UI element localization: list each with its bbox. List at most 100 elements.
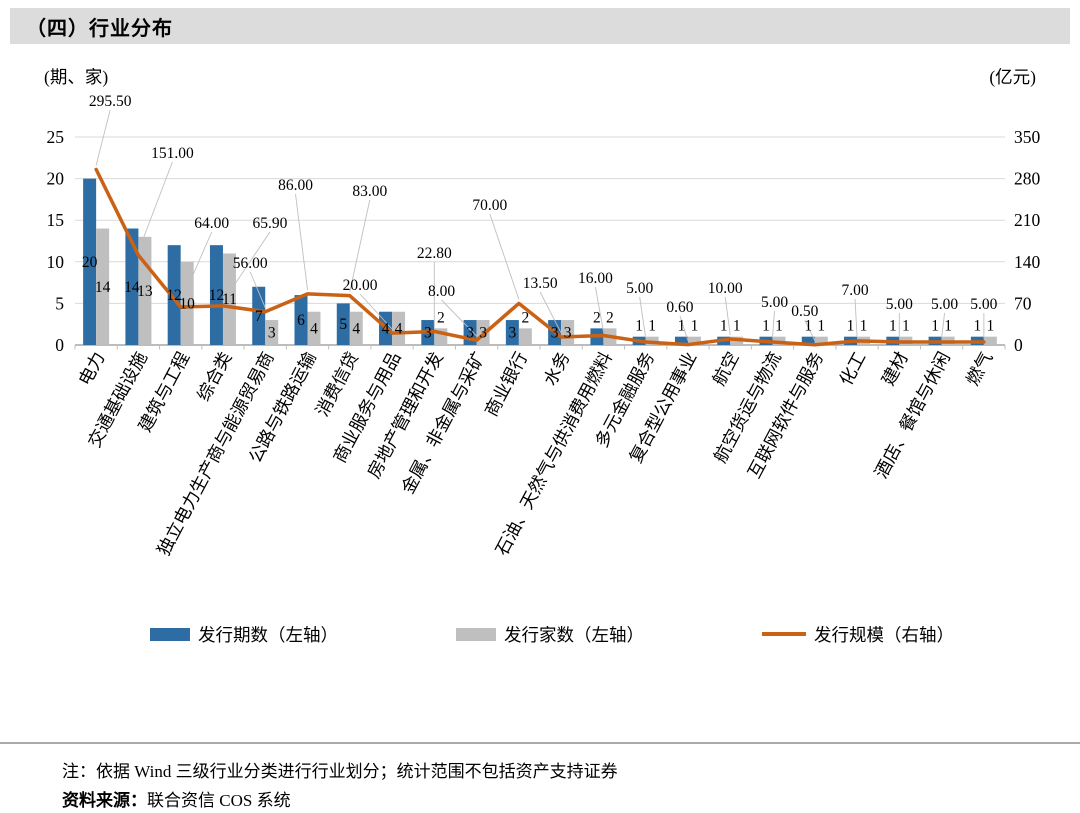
category-label: 航空	[709, 348, 743, 388]
label-leader-line	[539, 291, 562, 334]
issue-count-label: 1	[847, 318, 855, 335]
issuer-count-label: 1	[691, 318, 699, 335]
issuer-count-bar	[687, 336, 701, 345]
label-leader-line	[854, 298, 858, 337]
issuer-count-bar	[265, 320, 279, 345]
gray-bar-swatch-icon	[456, 627, 496, 641]
issuer-count-label: 1	[775, 318, 783, 335]
left-axis-tick-label: 20	[47, 169, 65, 189]
source-line: 资料来源：联合资信 COS 系统	[62, 786, 1080, 813]
issuer-count-label: 3	[564, 325, 572, 342]
issue-scale-label: 8.00	[428, 283, 455, 300]
issue-scale-label: 5.00	[886, 296, 913, 313]
right-axis-tick-label: 0	[1014, 335, 1023, 355]
issue-scale-label: 5.00	[761, 294, 788, 311]
issue-scale-label: 83.00	[352, 183, 387, 200]
left-axis-tick-label: 0	[55, 335, 64, 355]
source-label: 资料来源：	[62, 791, 147, 810]
issue-scale-label: 5.00	[970, 296, 997, 313]
legend-label: 发行期数（左轴）	[198, 624, 338, 645]
legend-item-issuer-count: 发行家数（左轴）	[456, 622, 644, 647]
issue-count-label: 4	[382, 320, 390, 337]
category-label: 化工	[835, 348, 869, 388]
issue-count-bar	[167, 245, 181, 345]
issuer-count-label: 2	[437, 309, 445, 326]
issuer-count-bar	[349, 311, 363, 345]
issue-count-label: 12	[209, 287, 225, 304]
issue-scale-label: 22.80	[417, 245, 452, 262]
issuer-count-label: 4	[352, 320, 360, 337]
issuer-count-bar	[96, 228, 110, 345]
issuer-count-bar	[180, 261, 194, 345]
issue-scale-label: 56.00	[233, 255, 268, 272]
right-axis-tick-label: 210	[1014, 210, 1041, 230]
label-leader-line	[137, 161, 173, 252]
issuer-count-label: 3	[268, 325, 276, 342]
issue-count-label: 1	[973, 318, 981, 335]
issue-scale-label: 13.50	[523, 275, 558, 292]
issue-count-bar	[674, 336, 688, 345]
issue-scale-label: 86.00	[278, 177, 313, 194]
label-leader-line	[489, 213, 520, 300]
issuer-count-label: 4	[395, 320, 403, 337]
issue-scale-label: 5.00	[931, 296, 958, 313]
issue-count-label: 7	[255, 308, 263, 325]
category-label: 燃气	[962, 348, 996, 388]
label-leader-line	[95, 109, 111, 166]
left-axis-tick-label: 25	[47, 127, 65, 147]
issue-scale-label: 5.00	[626, 280, 653, 297]
issue-count-label: 5	[339, 316, 347, 333]
issue-count-label: 20	[82, 254, 98, 271]
label-leader-line	[349, 199, 371, 292]
issuer-count-bar	[222, 253, 236, 345]
issuer-count-bar	[983, 336, 997, 345]
issuer-count-label: 1	[733, 318, 741, 335]
note-line: 注：依据 Wind 三级行业分类进行行业划分；统计范围不包括资产支持证券	[62, 762, 618, 781]
issue-count-label: 1	[720, 318, 728, 335]
label-leader-line	[724, 296, 731, 336]
issuer-count-label: 1	[902, 318, 910, 335]
issue-count-label: 2	[593, 309, 601, 326]
issue-scale-label: 70.00	[472, 197, 507, 214]
issue-count-label: 1	[889, 318, 897, 335]
issue-scale-label: 20.00	[343, 277, 378, 294]
issue-count-bar	[336, 303, 350, 345]
issuer-count-label: 1	[860, 318, 868, 335]
issue-count-label: 14	[124, 279, 140, 296]
issue-count-label: 1	[762, 318, 770, 335]
category-label: 商业银行	[481, 348, 532, 419]
issue-count-label: 6	[297, 312, 305, 329]
issuer-count-label: 1	[817, 318, 825, 335]
issue-scale-label: 0.50	[791, 303, 818, 320]
issue-scale-label: 10.00	[708, 280, 743, 297]
issue-count-bar	[252, 286, 266, 345]
issue-count-label: 1	[804, 318, 812, 335]
label-leader-line	[941, 312, 946, 339]
footnotes: 注：依据 Wind 三级行业分类进行行业划分；统计范围不包括资产支持证券 资料来…	[62, 757, 1080, 813]
left-axis-unit-label: (期、家)	[44, 67, 108, 87]
left-axis-tick-label: 10	[47, 252, 65, 272]
left-axis-tick-label: 5	[55, 293, 64, 313]
issue-scale-label: 16.00	[578, 270, 613, 287]
issuer-count-label: 14	[95, 279, 111, 296]
label-leader-line	[180, 231, 213, 304]
source-text: 联合资信 COS 系统	[147, 791, 291, 810]
right-axis-tick-label: 70	[1014, 293, 1032, 313]
category-label: 电力	[75, 348, 109, 388]
issuer-count-label: 1	[648, 318, 656, 335]
label-leader-line	[804, 319, 816, 341]
category-label: 建材	[878, 348, 912, 388]
issuer-count-label: 1	[986, 318, 994, 335]
issue-count-bar	[125, 228, 139, 345]
issuer-count-bar	[138, 236, 152, 345]
issue-count-label: 1	[931, 318, 939, 335]
issue-count-bar	[294, 295, 308, 345]
right-axis-unit-label: (亿元)	[989, 67, 1036, 87]
issuer-count-label: 3	[479, 325, 487, 342]
issue-count-label: 3	[551, 325, 559, 342]
issue-scale-label: 65.90	[253, 215, 288, 232]
issuer-count-label: 1	[944, 318, 952, 335]
divider-line	[0, 742, 1080, 744]
label-leader-line	[359, 293, 393, 330]
